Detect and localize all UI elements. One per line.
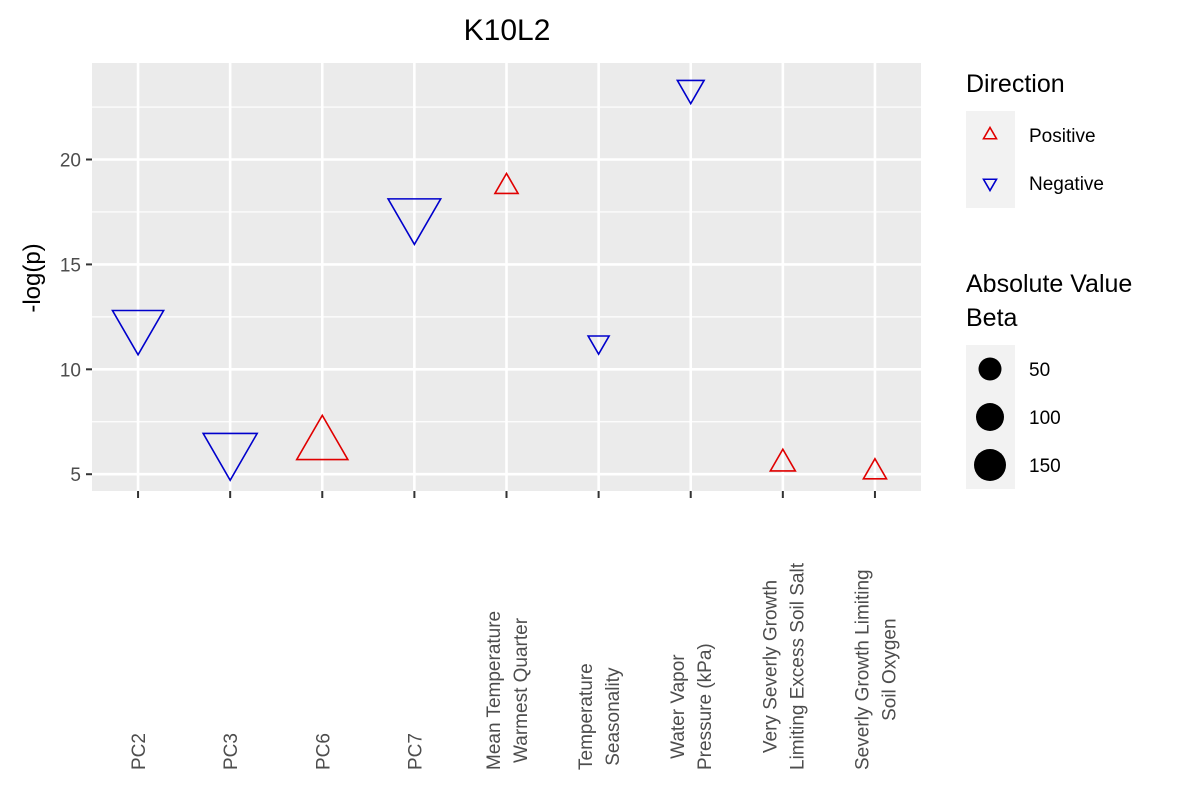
point-positive <box>295 413 350 461</box>
point-positive <box>768 447 797 472</box>
point-negative <box>201 432 259 482</box>
legend-key-positive <box>982 125 998 140</box>
point-positive <box>493 171 520 195</box>
x-tick-label: Severly Growth Limiting <box>852 569 873 770</box>
point-negative <box>675 79 706 106</box>
x-tick-label: PC3 <box>221 733 242 770</box>
legend-label-positive: Positive <box>1029 126 1096 147</box>
point-positive <box>861 457 888 480</box>
x-tick-label: PC6 <box>313 733 334 770</box>
legend-size-key <box>974 449 1006 481</box>
y-tick-label: 20 <box>60 151 81 172</box>
x-tick-label: Soil Oxygen <box>879 618 900 720</box>
x-tick-label: Very Severly Growth <box>760 580 781 753</box>
x-tick-label: Water Vapor <box>668 654 689 759</box>
legend-label-negative: Negative <box>1029 174 1104 195</box>
x-axis: PC2 PC3 PC6 PC7 Mean Temperature Warmest Quar… <box>129 491 900 770</box>
point-negative <box>111 309 166 357</box>
y-axis-title: -log(p) <box>19 243 46 312</box>
legend-key-negative <box>982 178 998 193</box>
x-tick-label: Seasonality <box>603 667 624 766</box>
point-negative <box>586 335 611 356</box>
legend-size-label: 100 <box>1029 408 1061 429</box>
point-negative <box>386 198 443 247</box>
x-tick-label: Temperature <box>576 663 597 770</box>
y-tick-label: 5 <box>70 465 81 486</box>
legend-size-label: 150 <box>1029 456 1061 477</box>
y-tick-label: 15 <box>60 255 81 276</box>
legend-size-key <box>978 357 1002 381</box>
legend-size-key <box>976 403 1004 431</box>
legend-title-direction: Direction <box>966 70 1065 98</box>
legend-title-size: Absolute Value <box>966 270 1132 298</box>
x-tick-label: Mean Temperature <box>484 611 505 770</box>
x-tick-label: PC7 <box>405 733 426 770</box>
data-points <box>111 79 888 482</box>
y-tick-label: 10 <box>60 360 81 381</box>
grid-lines <box>92 63 921 491</box>
legend-title-size: Beta <box>966 304 1018 332</box>
x-tick-label: Limiting Excess Soil Salt <box>787 562 808 770</box>
legend-size-label: 50 <box>1029 360 1050 381</box>
chart-title: K10L2 <box>464 14 551 47</box>
legend-key-bg <box>966 111 1015 208</box>
x-tick-label: Warmest Quarter <box>511 617 532 763</box>
x-tick-label: Pressure (kPa) <box>695 643 716 770</box>
x-tick-label: PC2 <box>129 733 150 770</box>
y-axis: 5 10 15 20 <box>60 151 92 486</box>
